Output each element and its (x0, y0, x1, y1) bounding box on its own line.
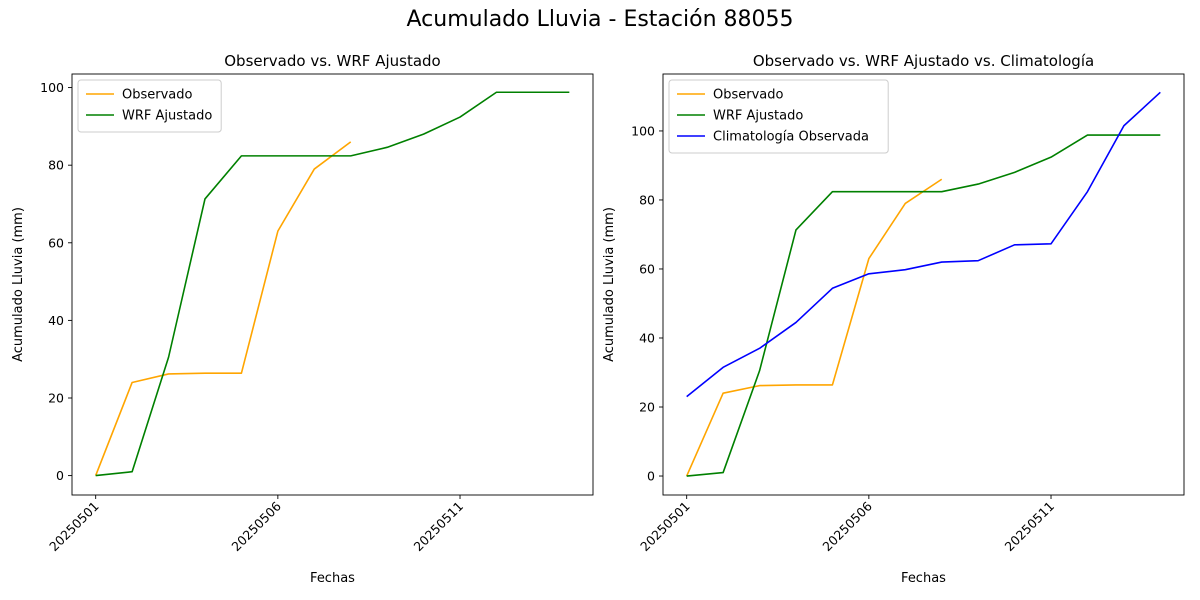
legend-label: WRF Ajustado (713, 109, 803, 124)
y-tick-label: 80 (639, 192, 655, 207)
y-tick-label: 100 (631, 123, 655, 138)
series-line-3 (686, 91, 1161, 398)
legend-label: Observado (122, 88, 193, 103)
axes-frame (71, 73, 594, 496)
y-axis-label: Acumulado Lluvia (mm) (11, 207, 26, 362)
series-line-1 (685, 178, 943, 477)
y-tick-label: 60 (48, 235, 64, 250)
y-tick-label: 40 (48, 313, 64, 328)
legend (77, 79, 222, 133)
y-axis-label: Acumulado Lluvia (mm) (602, 207, 617, 362)
legend-label: WRF Ajustado (122, 109, 212, 124)
series-line-1 (94, 141, 352, 476)
legend-label: Climatología Observada (713, 130, 869, 145)
x-tick-label: 20250506 (819, 498, 875, 554)
y-tick-label: 0 (56, 468, 64, 483)
y-tick-label: 100 (40, 80, 64, 95)
y-tick-label: 0 (647, 469, 655, 484)
chart-title: Observado vs. WRF Ajustado (224, 52, 440, 70)
y-tick-label: 20 (639, 400, 655, 415)
legend (668, 79, 889, 154)
y-tick-label: 60 (639, 261, 655, 276)
legend-label: Observado (713, 88, 784, 103)
x-tick-label: 20250501 (637, 499, 693, 555)
y-tick-label: 40 (639, 330, 655, 345)
chart-title: Observado vs. WRF Ajustado vs. Climatolo… (753, 52, 1094, 70)
x-axis-label: Fechas (901, 571, 946, 586)
series-line-2 (95, 91, 570, 477)
axes-frame (662, 73, 1185, 496)
figure-title: Acumulado Lluvia - Estación 88055 (406, 7, 794, 32)
y-tick-label: 80 (48, 158, 64, 173)
x-axis-label: Fechas (310, 571, 355, 586)
series-line-2 (686, 134, 1161, 477)
x-tick-label: 20250511 (1002, 499, 1058, 555)
y-tick-label: 20 (48, 390, 64, 405)
